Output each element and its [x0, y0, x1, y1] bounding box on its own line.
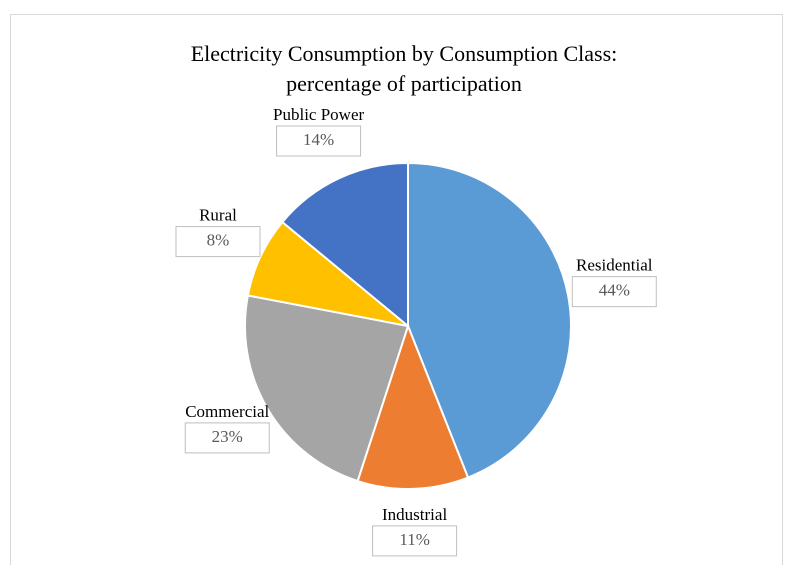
value-label: 8%: [207, 230, 230, 249]
label-box: [175, 226, 261, 258]
label-box: [276, 125, 362, 157]
pie-slice: [280, 161, 409, 329]
value-label: 23%: [212, 427, 243, 446]
pie-slice: [356, 323, 470, 490]
slice-label: Rural: [199, 205, 237, 224]
value-label: 44%: [599, 281, 630, 300]
pie-slice: [407, 161, 572, 479]
value-label: 14%: [303, 130, 334, 149]
slice-label: Industrial: [382, 505, 447, 524]
label-box: [571, 276, 657, 308]
slice-label: Public Power: [273, 105, 364, 124]
slice-label: Commercial: [185, 402, 269, 421]
label-box: [184, 422, 270, 454]
label-box: [372, 525, 458, 557]
chart-title: percentage of participation: [286, 71, 522, 96]
value-label: 11%: [399, 530, 430, 549]
slice-label: Residential: [576, 256, 653, 275]
chart-title: Electricity Consumption by Consumption C…: [191, 41, 618, 66]
pie-slice: [244, 294, 410, 483]
